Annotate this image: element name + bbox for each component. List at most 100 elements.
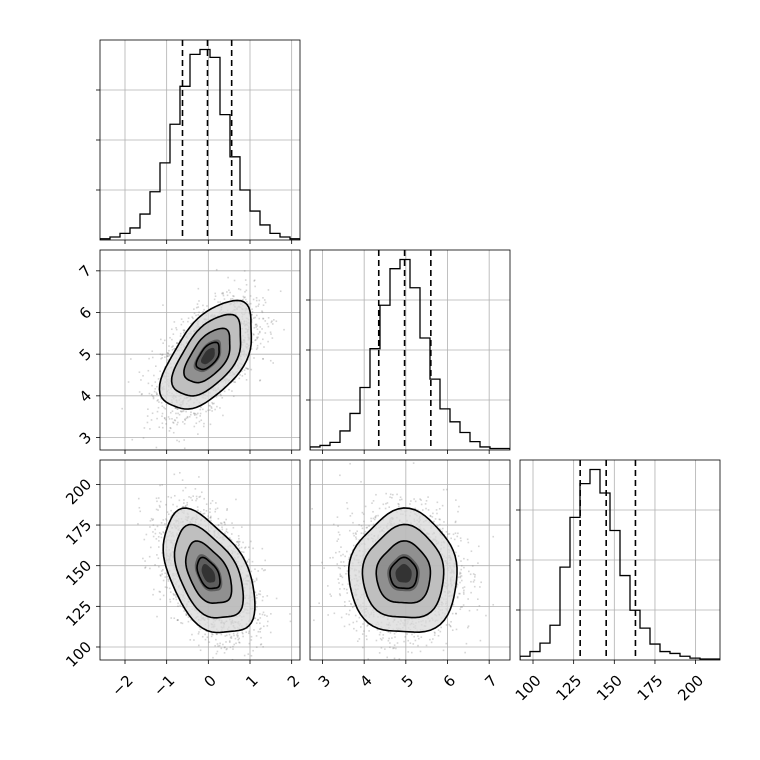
panel-frame	[309, 459, 511, 661]
scatter-point	[355, 629, 358, 632]
scatter-point	[464, 651, 466, 654]
scatter-point	[407, 651, 410, 653]
scatter-point	[433, 634, 436, 636]
scatter-point	[160, 398, 162, 400]
scatter-point	[185, 417, 188, 420]
scatter-point	[439, 528, 442, 531]
scatter-point	[340, 561, 342, 563]
scatter-point	[382, 503, 385, 506]
scatter-point	[269, 331, 272, 334]
scatter-point	[157, 546, 160, 548]
scatter-point	[420, 499, 422, 501]
scatter-point	[182, 320, 185, 323]
scatter-point	[463, 557, 465, 560]
scatter-point	[170, 617, 173, 619]
scatter-point	[150, 419, 153, 421]
scatter-point	[165, 526, 168, 529]
scatter-point	[183, 610, 185, 612]
scatter-point	[243, 369, 246, 371]
scatter-point	[179, 604, 181, 607]
scatter-point	[159, 500, 162, 503]
scatter-point	[382, 634, 385, 636]
scatter-point	[281, 665, 283, 667]
scatter-point	[236, 541, 238, 543]
scatter-point	[455, 628, 458, 631]
scatter-point	[215, 502, 217, 504]
scatter-point	[177, 602, 179, 605]
scatter-point	[195, 416, 198, 419]
scatter-point	[361, 511, 364, 514]
scatter-point	[142, 557, 144, 560]
scatter-point	[244, 296, 246, 298]
scatter-point	[361, 527, 364, 530]
scatter-point	[259, 342, 262, 345]
scatter-point	[273, 319, 275, 321]
scatter-point	[327, 614, 329, 616]
scatter-point	[138, 506, 141, 509]
scatter-point	[242, 541, 244, 544]
scatter-point	[472, 573, 475, 575]
scatter-point	[474, 574, 476, 576]
scatter-point	[358, 638, 361, 640]
scatter-point	[182, 329, 185, 331]
scatter-point	[479, 639, 482, 642]
scatter-point	[399, 499, 401, 501]
scatter-point	[445, 624, 448, 626]
scatter-point	[437, 634, 440, 637]
scatter-point	[352, 532, 355, 535]
scatter-point	[232, 645, 234, 648]
scatter-point	[221, 292, 223, 295]
scatter-point	[249, 295, 252, 297]
scatter-point	[253, 326, 256, 329]
scatter-point	[173, 594, 175, 596]
scatter-point	[393, 647, 395, 649]
scatter-point	[262, 569, 265, 572]
scatter-point	[166, 511, 169, 513]
scatter-point	[405, 668, 407, 670]
scatter-point	[372, 510, 374, 513]
scatter-point	[356, 640, 359, 643]
scatter-point	[457, 555, 460, 557]
density-fill	[201, 564, 216, 583]
scatter-point	[261, 599, 264, 602]
scatter-point	[247, 303, 250, 305]
scatter-point	[258, 299, 261, 302]
scatter-point	[445, 488, 448, 491]
scatter-point	[157, 378, 160, 380]
scatter-point	[410, 651, 413, 654]
scatter-point	[420, 636, 423, 638]
scatter-point	[442, 649, 445, 652]
scatter-point	[358, 616, 361, 619]
scatter-point	[245, 298, 247, 301]
scatter-point	[389, 493, 392, 496]
scatter-point	[195, 422, 198, 425]
scatter-point	[259, 330, 261, 333]
scatter-point	[163, 531, 165, 534]
scatter-point	[460, 575, 463, 577]
scatter-point	[236, 632, 239, 635]
scatter-point	[261, 547, 264, 550]
scatter-point	[429, 515, 432, 517]
scatter-point	[421, 509, 424, 511]
scatter-point	[209, 502, 212, 505]
scatter-point	[368, 630, 370, 632]
scatter-point	[232, 526, 235, 529]
scatter-point	[234, 637, 237, 640]
scatter-point	[363, 630, 365, 632]
scatter-point	[477, 598, 479, 600]
scatter-point	[346, 592, 349, 594]
scatter-point	[165, 519, 168, 522]
scatter-point	[164, 356, 166, 358]
scatter-point	[255, 305, 257, 308]
scatter-point	[224, 523, 226, 526]
scatter-point	[159, 338, 162, 341]
scatter-point	[480, 581, 482, 584]
scatter-point	[197, 509, 199, 512]
scatter-point	[157, 535, 160, 538]
scatter-point	[261, 311, 264, 314]
scatter-point	[241, 631, 244, 634]
scatter-point	[179, 335, 182, 337]
scatter-point	[453, 538, 456, 541]
scatter-point	[214, 292, 217, 295]
scatter-point	[247, 653, 250, 655]
